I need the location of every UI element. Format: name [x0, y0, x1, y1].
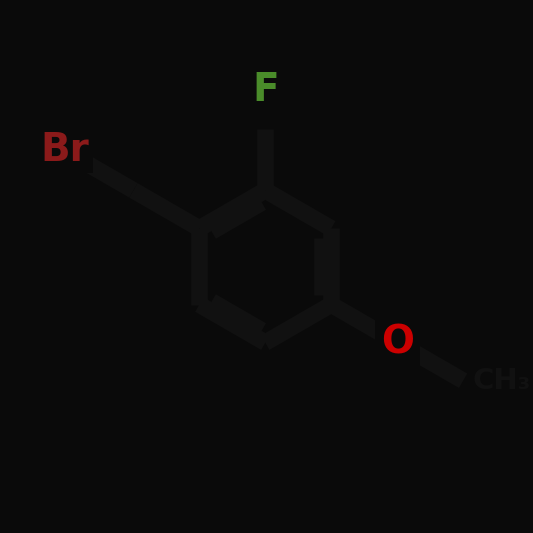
Text: O: O — [381, 324, 414, 362]
Text: F: F — [252, 71, 279, 109]
Text: CH₃: CH₃ — [473, 367, 531, 395]
Text: Br: Br — [41, 131, 90, 169]
